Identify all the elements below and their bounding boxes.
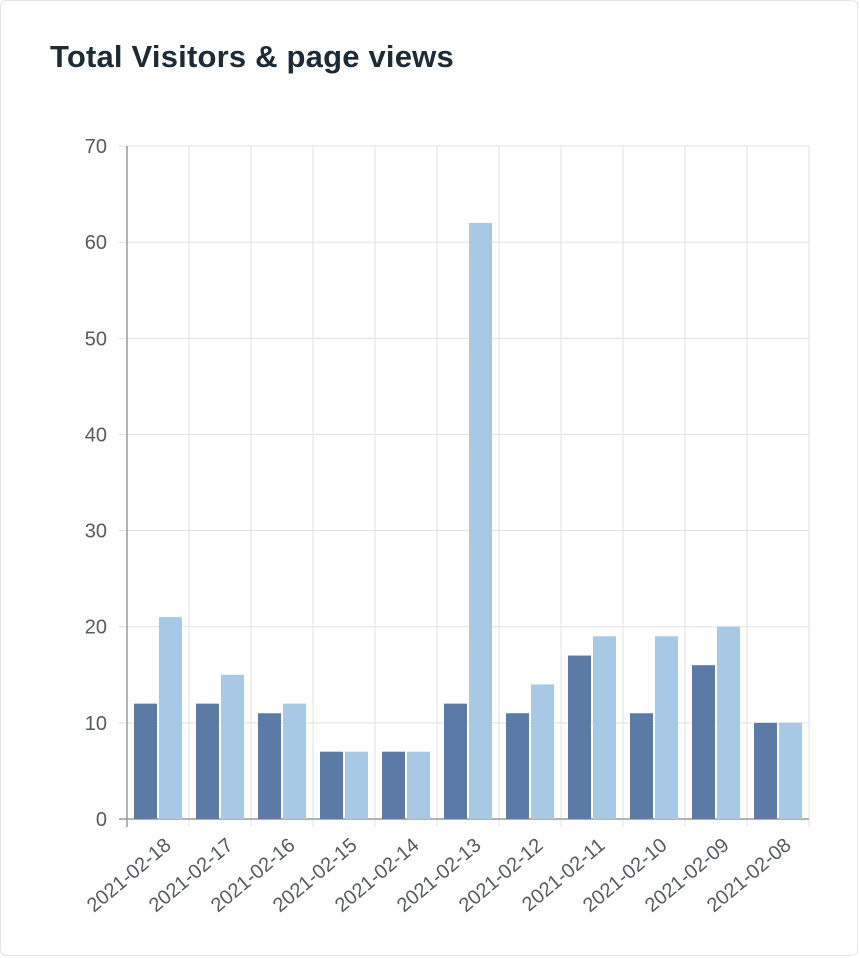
bar-series-1[interactable] bbox=[320, 751, 343, 819]
bar-series-1[interactable] bbox=[444, 703, 467, 819]
y-tick-label: 10 bbox=[85, 713, 107, 735]
bar-series-1[interactable] bbox=[630, 713, 653, 819]
y-tick-label: 60 bbox=[85, 232, 107, 254]
card-title: Total Visitors & page views bbox=[50, 39, 454, 74]
y-tick-label: 0 bbox=[96, 809, 107, 831]
bar-series-2[interactable] bbox=[283, 703, 306, 819]
bars bbox=[134, 222, 802, 819]
bar-series-2[interactable] bbox=[159, 617, 182, 819]
bar-series-1[interactable] bbox=[382, 751, 405, 819]
x-tick-labels: 2021-02-182021-02-172021-02-162021-02-15… bbox=[83, 834, 796, 917]
bar-series-2[interactable] bbox=[345, 751, 368, 819]
y-tick-label: 40 bbox=[85, 424, 107, 446]
y-tick-labels: 0 10 20 30 40 50 60 70 bbox=[85, 136, 107, 831]
bar-series-2[interactable] bbox=[469, 222, 492, 819]
y-tick-label: 30 bbox=[85, 521, 107, 543]
bar-series-1[interactable] bbox=[506, 713, 529, 819]
bar-series-1[interactable] bbox=[754, 722, 777, 819]
bar-series-2[interactable] bbox=[407, 751, 430, 819]
bar-series-2[interactable] bbox=[655, 636, 678, 819]
bar-series-1[interactable] bbox=[568, 655, 591, 819]
bar-series-1[interactable] bbox=[258, 713, 281, 819]
bar-series-1[interactable] bbox=[692, 665, 715, 819]
bar-series-1[interactable] bbox=[196, 703, 219, 819]
bar-series-2[interactable] bbox=[531, 684, 554, 819]
bar-series-2[interactable] bbox=[779, 722, 802, 819]
y-tick-label: 50 bbox=[85, 328, 107, 350]
bar-series-2[interactable] bbox=[717, 626, 740, 819]
y-tick-label: 20 bbox=[85, 617, 107, 639]
bar-series-2[interactable] bbox=[593, 636, 616, 819]
bar-series-1[interactable] bbox=[134, 703, 157, 819]
y-tick-label: 70 bbox=[85, 136, 107, 158]
bar-series-2[interactable] bbox=[221, 674, 244, 819]
